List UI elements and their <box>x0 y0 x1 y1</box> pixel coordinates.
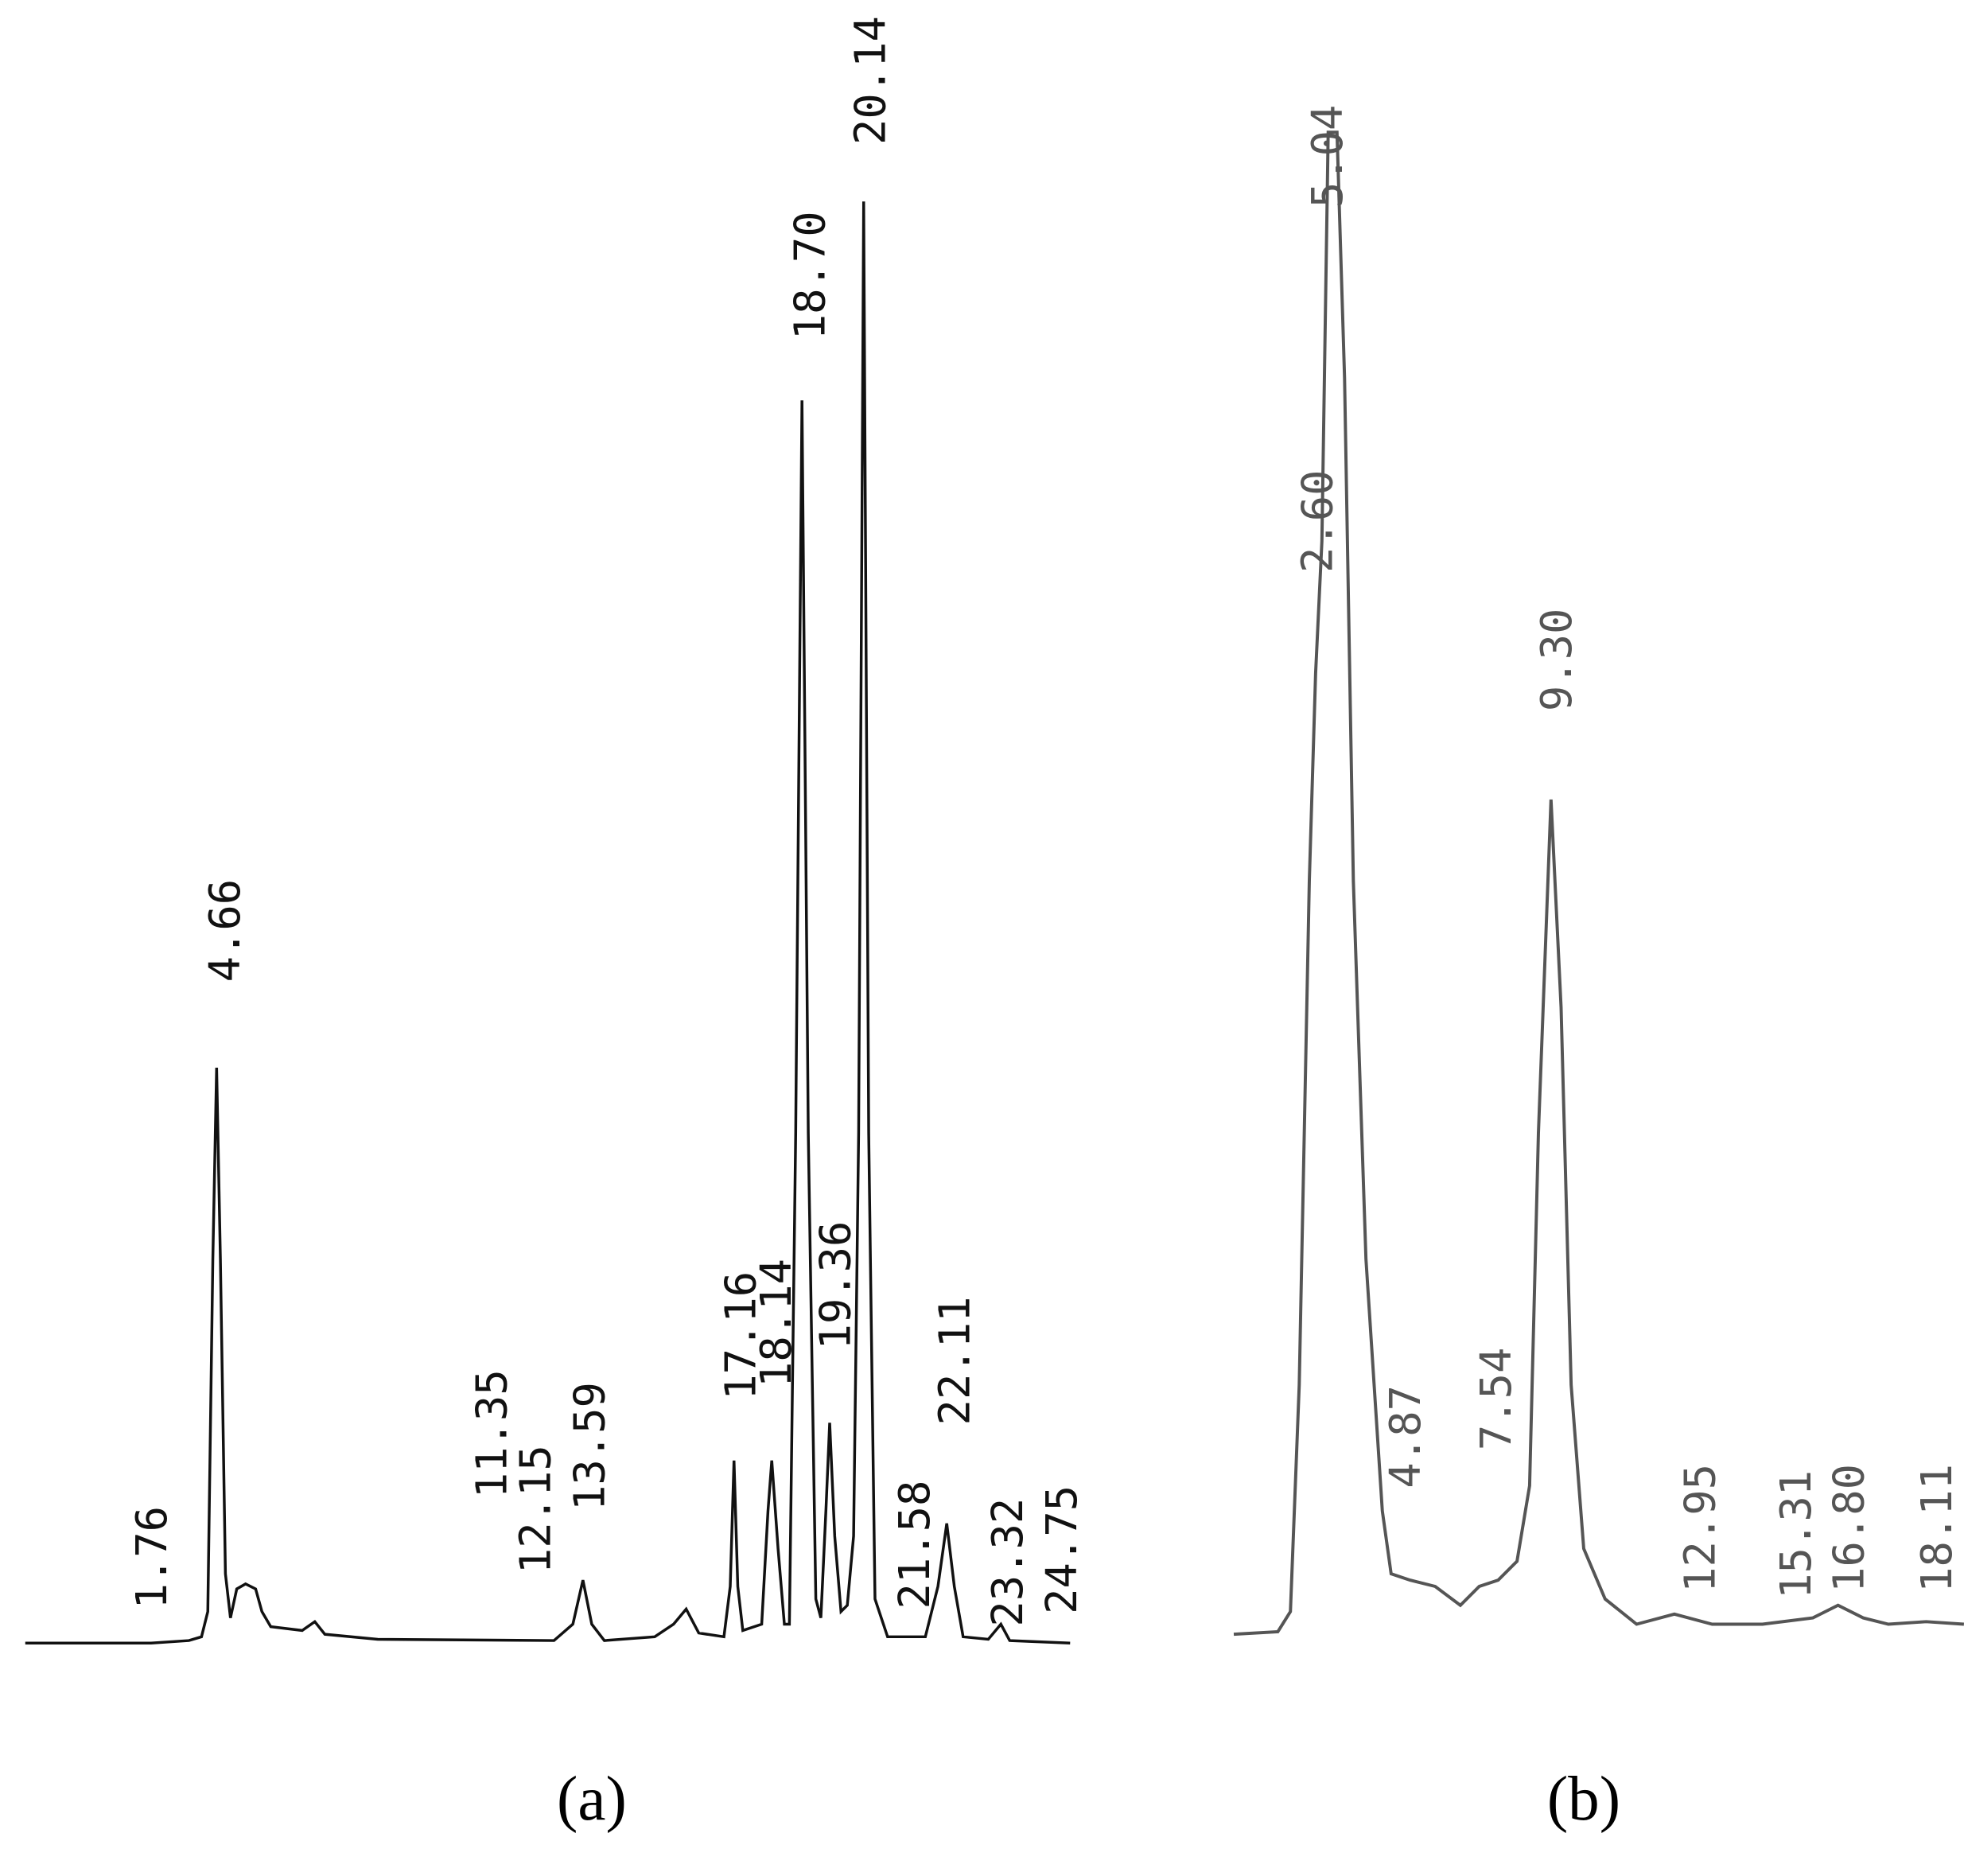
peak-label: 7.54 <box>1471 1348 1521 1451</box>
peak-label: 9.30 <box>1531 609 1581 712</box>
peak-label: 22.11 <box>930 1296 980 1425</box>
panel-caption: (b) <box>1547 1764 1620 1834</box>
peak-label: 1.76 <box>126 1506 177 1609</box>
panel-b: 5.04 2.60 4.87 7.54 9.30 12.95 15.31 16.80 18.11… <box>1233 105 1964 1834</box>
peak-label: 20.14 <box>846 16 896 145</box>
peak-label: 4.66 <box>200 879 250 983</box>
peak-label: 5.04 <box>1302 105 1352 208</box>
peak-label: 18.11 <box>1911 1464 1962 1593</box>
peak-label: 15.31 <box>1771 1470 1821 1599</box>
peak-label: 17.16 <box>716 1271 766 1400</box>
chromatogram-trace <box>1233 130 1964 1637</box>
peak-label: 19.36 <box>810 1221 860 1350</box>
peak-label: 18.14 <box>751 1259 801 1388</box>
peak-label: 21.58 <box>889 1481 939 1609</box>
panel-caption: (a) <box>557 1764 627 1834</box>
peak-label: 11.35 <box>466 1369 516 1498</box>
peak-label: 12.95 <box>1675 1464 1725 1593</box>
peak-label: 12.15 <box>511 1445 561 1574</box>
peak-label: 24.75 <box>1036 1485 1087 1614</box>
peak-label: 23.32 <box>982 1498 1033 1627</box>
peak-label: 18.70 <box>785 211 835 340</box>
peak-label: 4.87 <box>1380 1385 1430 1489</box>
peak-label: 13.59 <box>565 1382 615 1511</box>
peak-label: 16.80 <box>1823 1464 1873 1593</box>
peak-label: 2.60 <box>1292 469 1342 573</box>
chromatogram-trace <box>25 201 1071 1644</box>
